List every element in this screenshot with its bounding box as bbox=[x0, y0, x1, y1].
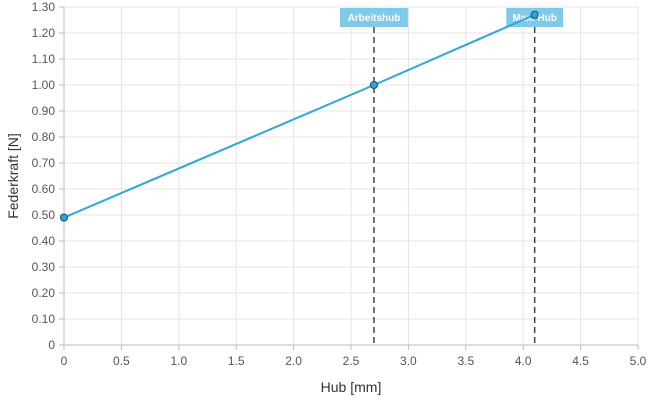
series-layer bbox=[59, 10, 539, 222]
x-tick-label: 4.0 bbox=[515, 354, 532, 368]
x-tick-label: 0 bbox=[61, 354, 68, 368]
y-tick-label: 1.30 bbox=[32, 0, 56, 14]
x-tick-label: 2.0 bbox=[285, 354, 302, 368]
y-tick-labels: 0 0.10 0.20 0.30 0.40 0.50 0.60 0.70 0.80 0.90 1.0… bbox=[32, 0, 56, 352]
x-tick-label: 3.0 bbox=[400, 354, 417, 368]
y-tick-label: 1.20 bbox=[32, 26, 56, 40]
data-point[interactable] bbox=[369, 80, 379, 90]
grid bbox=[63, 6, 639, 346]
y-tick-label: 1.10 bbox=[32, 52, 56, 66]
x-tick-label: 1.0 bbox=[170, 354, 187, 368]
y-tick-label: 0.40 bbox=[32, 234, 56, 248]
y-tick-label: 0.30 bbox=[32, 260, 56, 274]
x-tick-label: 3.5 bbox=[457, 354, 474, 368]
y-tick-label: 0.50 bbox=[32, 208, 56, 222]
data-point[interactable] bbox=[530, 10, 539, 19]
marker-label-box: Arbeitshub bbox=[339, 8, 408, 27]
x-tick-label: 5.0 bbox=[630, 354, 647, 368]
y-tick-label: 0.10 bbox=[32, 312, 56, 326]
y-tick-label: 0 bbox=[48, 338, 55, 352]
y-tick-label: 0.60 bbox=[32, 182, 56, 196]
x-tick-label: 2.5 bbox=[343, 354, 360, 368]
marker-label-text: Arbeitshub bbox=[348, 13, 401, 24]
x-tick-label: 1.5 bbox=[228, 354, 245, 368]
y-tick-label: 0.90 bbox=[32, 104, 56, 118]
y-tick-label: 0.20 bbox=[32, 286, 56, 300]
y-tick-label: 0.70 bbox=[32, 156, 56, 170]
x-tick-label: 0.5 bbox=[113, 354, 130, 368]
x-tick-label: 4.5 bbox=[572, 354, 589, 368]
axes bbox=[59, 6, 639, 350]
y-tick-label: 1.00 bbox=[32, 78, 56, 92]
y-axis-title: Federkraft [N] bbox=[5, 133, 21, 219]
marker-label-bg bbox=[339, 8, 408, 27]
y-tick-label: 0.80 bbox=[32, 130, 56, 144]
x-tick-labels: 0 0.5 1.0 1.5 2.0 2.5 3.0 3.5 4.0 4.5 5.0 bbox=[61, 354, 647, 368]
series-line bbox=[63, 13, 536, 219]
data-point[interactable] bbox=[59, 213, 69, 222]
x-axis-title: Hub [mm] bbox=[321, 379, 382, 395]
